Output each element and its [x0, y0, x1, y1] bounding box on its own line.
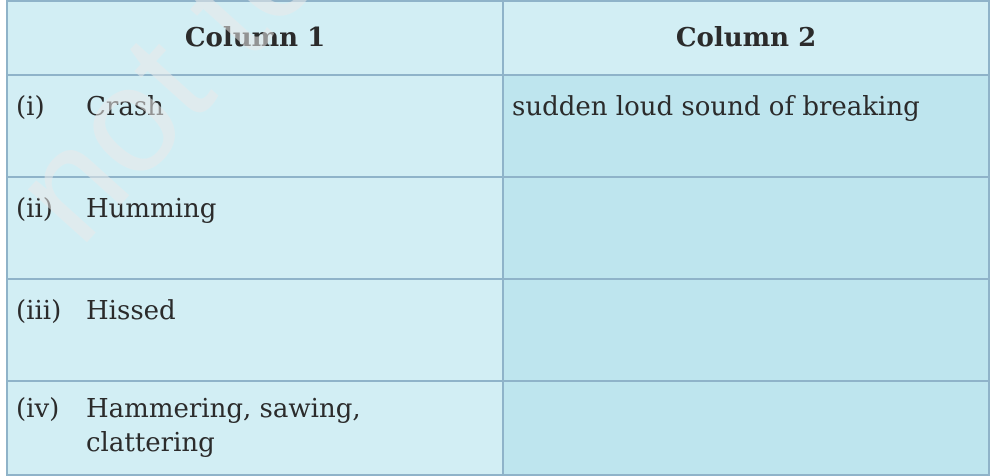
column-2-header: Column 2 [502, 0, 990, 76]
row-1-term-cell: (i) Crash [6, 74, 504, 178]
table-row: (iii) Hissed [6, 278, 990, 382]
table-row: (ii) Humming [6, 176, 990, 280]
row-1-meaning: sudden loud sound of breaking [512, 92, 920, 122]
row-1-meaning-cell: sudden loud sound of breaking [502, 74, 990, 178]
row-4-term-cell: (iv) Hammering, sawing, clattering [6, 380, 504, 476]
row-1-numeral: (i) [16, 92, 45, 122]
row-4-numeral: (iv) [16, 394, 60, 424]
row-2-meaning-cell [502, 176, 990, 280]
table-row: (iv) Hammering, sawing, clattering [6, 380, 990, 476]
column-1-header: Column 1 [6, 0, 504, 76]
row-3-term-cell: (iii) Hissed [6, 278, 504, 382]
row-2-numeral: (ii) [16, 194, 53, 224]
matching-table: Column 1 Column 2 (i) Crash sudden loud s… [6, 0, 990, 476]
header-row: Column 1 Column 2 [6, 0, 990, 76]
table-row: (i) Crash sudden loud sound of breaking [6, 74, 990, 178]
row-4-meaning-cell [502, 380, 990, 476]
row-3-term: Hissed [86, 296, 176, 326]
row-3-numeral: (iii) [16, 296, 62, 326]
row-2-term: Humming [86, 194, 217, 224]
row-4-term: Hammering, sawing, clattering [86, 394, 361, 458]
row-2-term-cell: (ii) Humming [6, 176, 504, 280]
row-1-term: Crash [86, 92, 164, 122]
row-3-meaning-cell [502, 278, 990, 382]
